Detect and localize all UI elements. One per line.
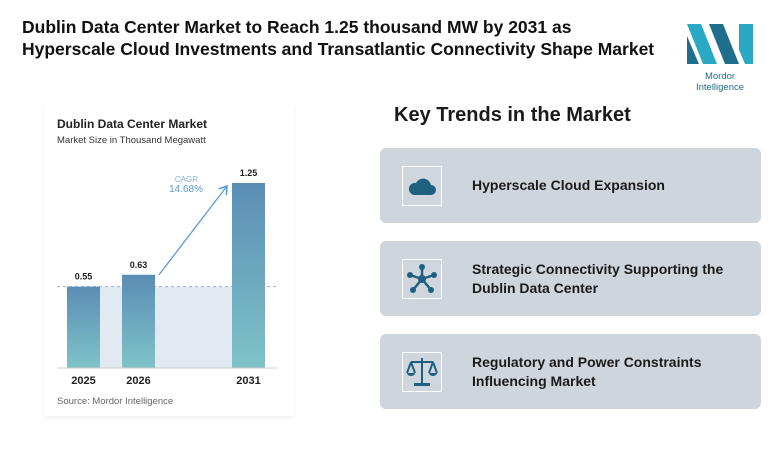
cloud-icon [408,178,436,195]
chart-title: Dublin Data Center Market [57,117,208,131]
cagr-label: CAGR [175,175,198,184]
trend-label: Hyperscale Cloud Expansion [472,177,665,193]
logo-text: Mordor Intelligence [695,71,745,93]
bar-2031 [232,183,265,368]
logo-mark-icon [687,24,753,64]
shaded-region [100,286,232,368]
scale-icon [406,357,438,386]
mordor-logo: Mordor Intelligence [680,24,760,93]
trend-card-regulatory: Regulatory and Power Constraints Influen… [380,334,761,409]
value-label: 0.63 [130,260,148,270]
x-tick-label: 2031 [236,375,260,387]
cagr-value: 14.68% [169,184,203,195]
value-label: 0.55 [75,272,93,282]
chart-source: Source: Mordor Intelligence [57,396,174,407]
network-icon [407,263,437,293]
x-tick-label: 2025 [71,375,95,387]
chart-subtitle: Market Size in Thousand Megawatt [57,135,206,146]
trend-label: Strategic Connectivity Supporting the Du… [472,260,724,296]
trend-card-connectivity: Strategic Connectivity Supporting the Du… [380,241,761,316]
trend-label: Regulatory and Power Constraints Influen… [472,353,702,389]
page-title: Dublin Data Center Market to Reach 1.25 … [22,17,655,59]
cagr-arrow [158,186,227,276]
bar-2026 [122,274,155,368]
x-tick-label: 2026 [126,375,150,387]
value-label: 1.25 [240,168,258,178]
bar-2025 [67,286,100,368]
trends-heading: Key Trends in the Market [394,104,631,126]
trend-card-cloud: Hyperscale Cloud Expansion [380,148,761,223]
